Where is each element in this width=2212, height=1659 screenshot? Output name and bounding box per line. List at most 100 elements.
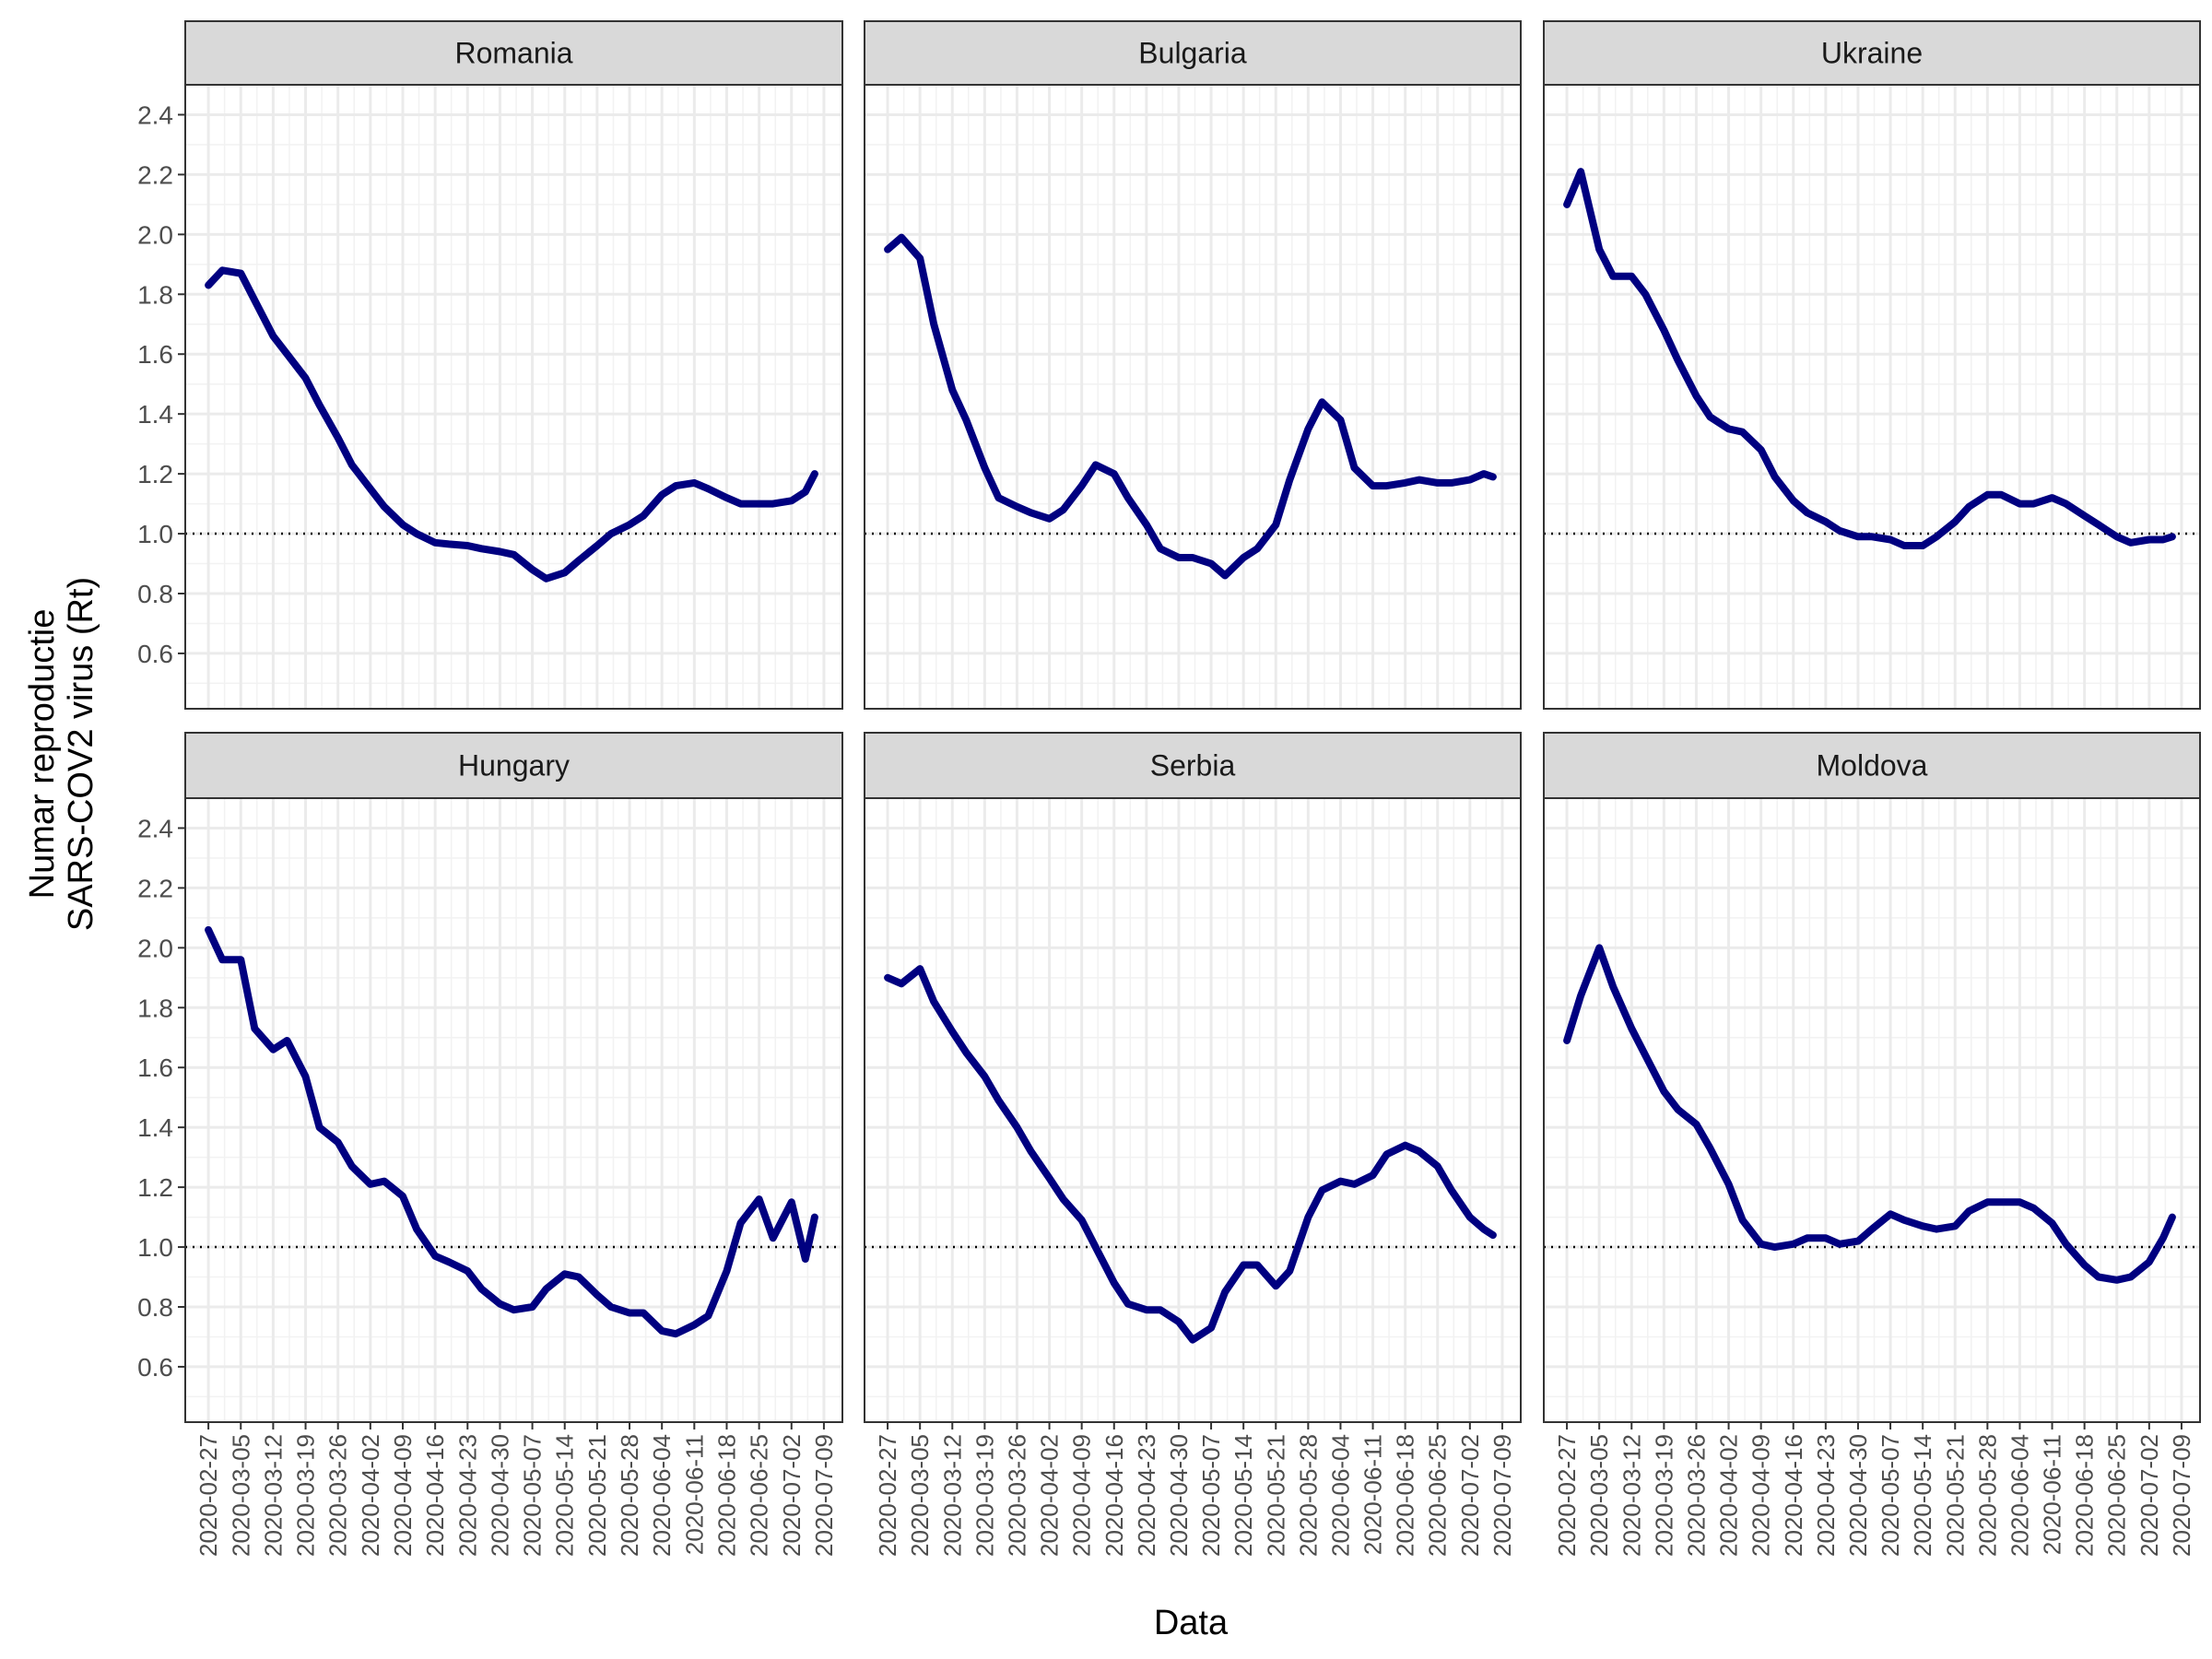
x-tick-label: 2020-04-30 — [1844, 1434, 1872, 1557]
x-tick-label: 2020-05-14 — [1909, 1434, 1936, 1557]
y-tick-label: 2.2 — [137, 874, 173, 902]
x-tick-label: 2020-05-14 — [551, 1434, 579, 1557]
x-tick-label: 2020-06-11 — [1359, 1434, 1387, 1555]
x-tick-label: 2020-03-05 — [906, 1434, 934, 1557]
y-tick-label: 0.6 — [137, 640, 173, 668]
panel-background — [1544, 798, 2200, 1422]
y-tick-label: 1.6 — [137, 1053, 173, 1082]
x-tick-label: 2020-06-04 — [648, 1434, 676, 1557]
x-tick-label: 2020-07-09 — [810, 1434, 838, 1557]
x-tick-label: 2020-06-25 — [2103, 1434, 2131, 1557]
y-tick-label: 1.4 — [137, 400, 173, 429]
strip — [864, 20, 1522, 86]
strip — [1543, 20, 2201, 86]
y-axis-title: SARS-COV2 virus (Rt) — [62, 577, 100, 931]
x-tick-label: 2020-06-04 — [2006, 1434, 2033, 1557]
x-tick-label: 2020-05-28 — [616, 1434, 643, 1557]
x-tick-label: 2020-03-26 — [324, 1434, 352, 1557]
x-tick-label: 2020-07-09 — [2168, 1434, 2195, 1557]
x-tick-label: 2020-03-19 — [971, 1434, 998, 1557]
x-tick-label: 2020-05-21 — [1941, 1434, 1969, 1557]
strip-label: Romania — [454, 37, 572, 70]
x-tick-label: 2020-03-26 — [1003, 1434, 1030, 1557]
panel-background — [865, 798, 1521, 1422]
x-tick-label: 2020-03-12 — [938, 1434, 966, 1557]
x-tick-label: 2020-03-26 — [1682, 1434, 1710, 1557]
x-axis-title: Data — [1154, 1604, 1229, 1642]
y-tick-label: 0.8 — [137, 1293, 173, 1322]
x-tick-label: 2020-04-09 — [1747, 1434, 1775, 1557]
line — [884, 233, 1497, 580]
y-tick-label: 2.0 — [137, 220, 173, 249]
y-tick-label: 1.6 — [137, 340, 173, 369]
y-tick-label: 2.0 — [137, 934, 173, 962]
x-tick-label: 2020-04-30 — [1165, 1434, 1193, 1557]
strip-label: Moldova — [1817, 749, 1928, 782]
x-tick-label: 2020-06-25 — [746, 1434, 773, 1557]
line — [884, 965, 1497, 1344]
y-tick-label: 2.4 — [137, 814, 173, 842]
strip-label: Serbia — [1150, 749, 1236, 782]
y-tick-label: 1.8 — [137, 994, 173, 1022]
x-tick-label: 2020-05-07 — [1877, 1434, 1904, 1557]
x-tick-label: 2020-05-28 — [1294, 1434, 1322, 1557]
strip — [1543, 732, 2201, 799]
strip — [184, 732, 843, 799]
panel-background — [185, 85, 842, 709]
x-tick-label: 2020-06-11 — [680, 1434, 708, 1555]
y-tick-label: 0.8 — [137, 580, 173, 608]
x-tick-label: 2020-06-18 — [1392, 1434, 1419, 1557]
x-tick-label: 2020-07-09 — [1488, 1434, 1516, 1557]
strip — [184, 20, 843, 86]
x-tick-label: 2020-04-16 — [1780, 1434, 1807, 1557]
x-tick-label: 2020-04-23 — [1133, 1434, 1160, 1557]
y-tick-label: 1.2 — [137, 1173, 173, 1202]
strip-label: Bulgaria — [1138, 37, 1247, 70]
x-tick-label: 2020-05-21 — [583, 1434, 611, 1557]
x-tick-label: 2020-04-23 — [1812, 1434, 1840, 1557]
y-tick-label: 1.2 — [137, 460, 173, 488]
strip-label: Ukraine — [1821, 37, 1923, 70]
x-tick-label: 2020-03-12 — [259, 1434, 287, 1557]
y-tick-label: 0.6 — [137, 1353, 173, 1382]
x-tick-label: 2020-06-11 — [2039, 1434, 2066, 1555]
x-tick-label: 2020-05-21 — [1262, 1434, 1289, 1557]
x-tick-label: 2020-04-09 — [1068, 1434, 1096, 1557]
x-tick-label: 2020-04-16 — [1100, 1434, 1128, 1557]
x-tick-label: 2020-04-02 — [1715, 1434, 1743, 1557]
x-tick-label: 2020-04-02 — [1036, 1434, 1064, 1557]
x-tick-label: 2020-03-05 — [1585, 1434, 1613, 1557]
y-tick-label: 1.4 — [137, 1113, 173, 1142]
panel-background — [865, 85, 1521, 709]
x-tick-label: 2020-05-28 — [1973, 1434, 2001, 1557]
x-tick-label: 2020-07-02 — [778, 1434, 806, 1557]
y-tick-label: 1.0 — [137, 520, 173, 548]
x-tick-label: 2020-03-19 — [292, 1434, 320, 1557]
x-tick-label: 2020-04-09 — [389, 1434, 417, 1557]
strip — [864, 732, 1522, 799]
x-tick-label: 2020-05-07 — [1197, 1434, 1225, 1557]
x-tick-label: 2020-02-27 — [1553, 1434, 1581, 1557]
x-tick-label: 2020-04-30 — [486, 1434, 513, 1557]
x-tick-label: 2020-02-27 — [194, 1434, 222, 1557]
y-tick-label: 2.2 — [137, 160, 173, 189]
x-tick-label: 2020-05-07 — [519, 1434, 547, 1557]
x-tick-label: 2020-05-14 — [1230, 1434, 1257, 1557]
x-tick-label: 2020-03-12 — [1618, 1434, 1645, 1557]
x-tick-label: 2020-07-02 — [1456, 1434, 1484, 1557]
x-tick-label: 2020-03-05 — [227, 1434, 254, 1557]
strip-label: Hungary — [458, 749, 570, 782]
x-tick-label: 2020-07-02 — [2136, 1434, 2163, 1557]
line — [205, 925, 818, 1338]
x-tick-label: 2020-06-18 — [712, 1434, 740, 1557]
y-tick-label: 1.0 — [137, 1233, 173, 1262]
x-tick-label: 2020-03-19 — [1650, 1434, 1677, 1557]
y-tick-label: 2.4 — [137, 100, 173, 129]
x-tick-label: 2020-06-04 — [1326, 1434, 1354, 1557]
panel-background — [185, 798, 842, 1422]
line — [205, 266, 818, 582]
x-tick-label: 2020-06-18 — [2071, 1434, 2099, 1557]
line — [1563, 168, 2176, 549]
x-tick-label: 2020-04-02 — [357, 1434, 384, 1557]
